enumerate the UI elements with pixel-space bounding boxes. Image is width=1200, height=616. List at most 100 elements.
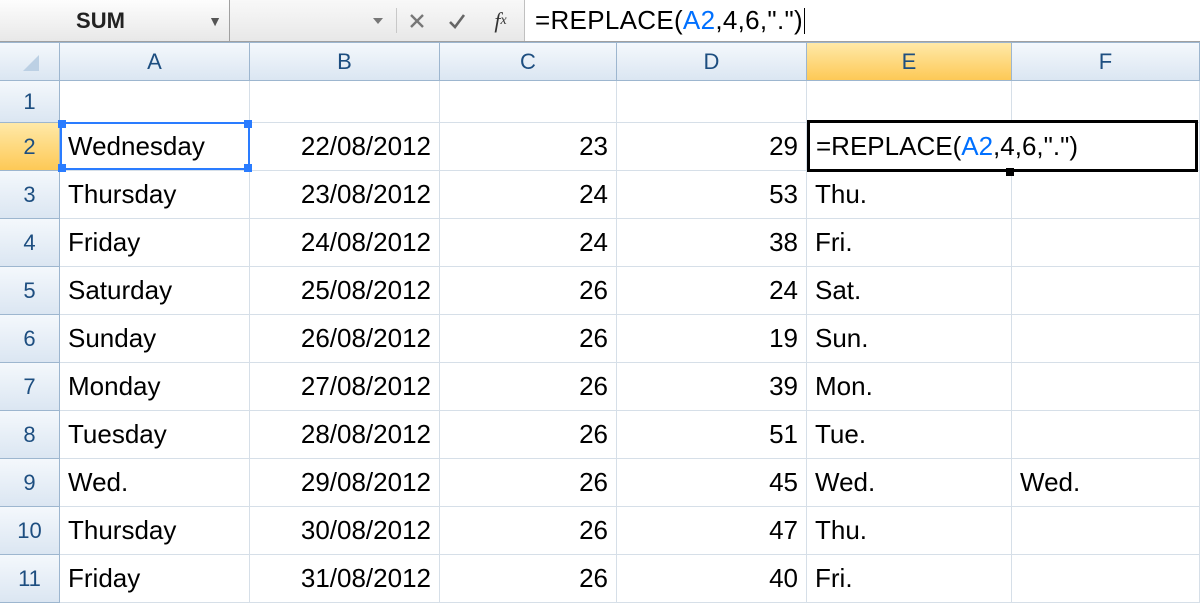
cell-C2[interactable]: 23	[440, 123, 617, 171]
cell-F8[interactable]	[1012, 411, 1200, 459]
cell-C6[interactable]: 26	[440, 315, 617, 363]
cell-A11[interactable]: Friday	[60, 555, 250, 603]
cell-B6[interactable]: 26/08/2012	[250, 315, 440, 363]
edit-text-prefix: =REPLACE(	[816, 131, 961, 162]
cell-A4[interactable]: Friday	[60, 219, 250, 267]
cell-D9[interactable]: 45	[617, 459, 807, 507]
cell-F4[interactable]	[1012, 219, 1200, 267]
cell-D7[interactable]: 39	[617, 363, 807, 411]
cell-D11[interactable]: 40	[617, 555, 807, 603]
cell-E10[interactable]: Thu.	[807, 507, 1012, 555]
formula-text-prefix: =REPLACE(	[535, 5, 683, 36]
formula-text-suffix: ,4,6,".")	[715, 5, 803, 36]
row-header-3[interactable]: 3	[0, 171, 60, 219]
cell-F9[interactable]: Wed.	[1012, 459, 1200, 507]
cell-C8[interactable]: 26	[440, 411, 617, 459]
cell-B9[interactable]: 29/08/2012	[250, 459, 440, 507]
edit-text-suffix: ,4,6,".")	[993, 131, 1078, 162]
cell-B11[interactable]: 31/08/2012	[250, 555, 440, 603]
cell-F3[interactable]	[1012, 171, 1200, 219]
cell-C4[interactable]: 24	[440, 219, 617, 267]
row-header-5[interactable]: 5	[0, 267, 60, 315]
col-header-A[interactable]: A	[60, 43, 250, 81]
cell-E1[interactable]	[807, 81, 1012, 123]
row-header-4[interactable]: 4	[0, 219, 60, 267]
cell-A6[interactable]: Sunday	[60, 315, 250, 363]
cell-C5[interactable]: 26	[440, 267, 617, 315]
cell-F1[interactable]	[1012, 81, 1200, 123]
cell-B7[interactable]: 27/08/2012	[250, 363, 440, 411]
cell-E8[interactable]: Tue.	[807, 411, 1012, 459]
select-all-corner[interactable]	[0, 43, 60, 81]
cell-E7[interactable]: Mon.	[807, 363, 1012, 411]
cell-F6[interactable]	[1012, 315, 1200, 363]
col-header-C[interactable]: C	[440, 43, 617, 81]
row-header-7[interactable]: 7	[0, 363, 60, 411]
cell-D8[interactable]: 51	[617, 411, 807, 459]
active-cell-editor[interactable]: =REPLACE(A2,4,6,".")	[807, 120, 1198, 172]
cell-D4[interactable]: 38	[617, 219, 807, 267]
cell-A1[interactable]	[60, 81, 250, 123]
formula-input[interactable]: =REPLACE(A2,4,6,".")	[525, 0, 1200, 41]
cell-A8[interactable]: Tuesday	[60, 411, 250, 459]
cell-D6[interactable]: 19	[617, 315, 807, 363]
cell-A2[interactable]: Wednesday	[60, 123, 250, 171]
cell-E6[interactable]: Sun.	[807, 315, 1012, 363]
cell-C1[interactable]	[440, 81, 617, 123]
cell-A5[interactable]: Saturday	[60, 267, 250, 315]
row-header-11[interactable]: 11	[0, 555, 60, 603]
cell-E9[interactable]: Wed.	[807, 459, 1012, 507]
text-caret	[804, 8, 805, 34]
cell-F10[interactable]	[1012, 507, 1200, 555]
cell-A3[interactable]: Thursday	[60, 171, 250, 219]
cell-D5[interactable]: 24	[617, 267, 807, 315]
cell-B4[interactable]: 24/08/2012	[250, 219, 440, 267]
cell-B5[interactable]: 25/08/2012	[250, 267, 440, 315]
cell-B1[interactable]	[250, 81, 440, 123]
cell-B2[interactable]: 22/08/2012	[250, 123, 440, 171]
cancel-button[interactable]	[397, 0, 437, 41]
col-header-E[interactable]: E	[807, 43, 1012, 81]
cell-C3[interactable]: 24	[440, 171, 617, 219]
cell-D3[interactable]: 53	[617, 171, 807, 219]
row-header-1[interactable]: 1	[0, 81, 60, 123]
fill-handle[interactable]	[1006, 168, 1014, 176]
col-header-D[interactable]: D	[617, 43, 807, 81]
enter-button[interactable]	[437, 0, 477, 41]
cell-A9[interactable]: Wed.	[60, 459, 250, 507]
cell-E3[interactable]: Thu.	[807, 171, 1012, 219]
row-header-6[interactable]: 6	[0, 315, 60, 363]
fx-button[interactable]: fx	[477, 0, 525, 41]
cell-F11[interactable]	[1012, 555, 1200, 603]
col-header-F[interactable]: F	[1012, 43, 1200, 81]
formula-text-ref: A2	[683, 5, 715, 36]
cell-B3[interactable]: 23/08/2012	[250, 171, 440, 219]
cell-F7[interactable]	[1012, 363, 1200, 411]
row-header-8[interactable]: 8	[0, 411, 60, 459]
cell-E5[interactable]: Sat.	[807, 267, 1012, 315]
cell-A7[interactable]: Monday	[60, 363, 250, 411]
name-box-text: SUM	[0, 8, 201, 34]
col-header-B[interactable]: B	[250, 43, 440, 81]
cell-B8[interactable]: 28/08/2012	[250, 411, 440, 459]
row-header-10[interactable]: 10	[0, 507, 60, 555]
name-box-dropdown-icon[interactable]: ▼	[201, 0, 229, 41]
cell-A10[interactable]: Thursday	[60, 507, 250, 555]
cell-C9[interactable]: 26	[440, 459, 617, 507]
cell-C10[interactable]: 26	[440, 507, 617, 555]
cell-D1[interactable]	[617, 81, 807, 123]
cell-E4[interactable]: Fri.	[807, 219, 1012, 267]
cell-D2[interactable]: 29	[617, 123, 807, 171]
name-box[interactable]: SUM ▼	[0, 0, 230, 41]
cell-B10[interactable]: 30/08/2012	[250, 507, 440, 555]
cell-D10[interactable]: 47	[617, 507, 807, 555]
formula-bar: SUM ▼ fx =REPLACE(A2,4,6,".")	[0, 0, 1200, 42]
cell-C11[interactable]: 26	[440, 555, 617, 603]
cell-C7[interactable]: 26	[440, 363, 617, 411]
edit-text-ref: A2	[961, 131, 993, 162]
cell-F5[interactable]	[1012, 267, 1200, 315]
formula-bar-dropdown-icon[interactable]	[360, 0, 396, 41]
cell-E11[interactable]: Fri.	[807, 555, 1012, 603]
row-header-9[interactable]: 9	[0, 459, 60, 507]
row-header-2[interactable]: 2	[0, 123, 60, 171]
